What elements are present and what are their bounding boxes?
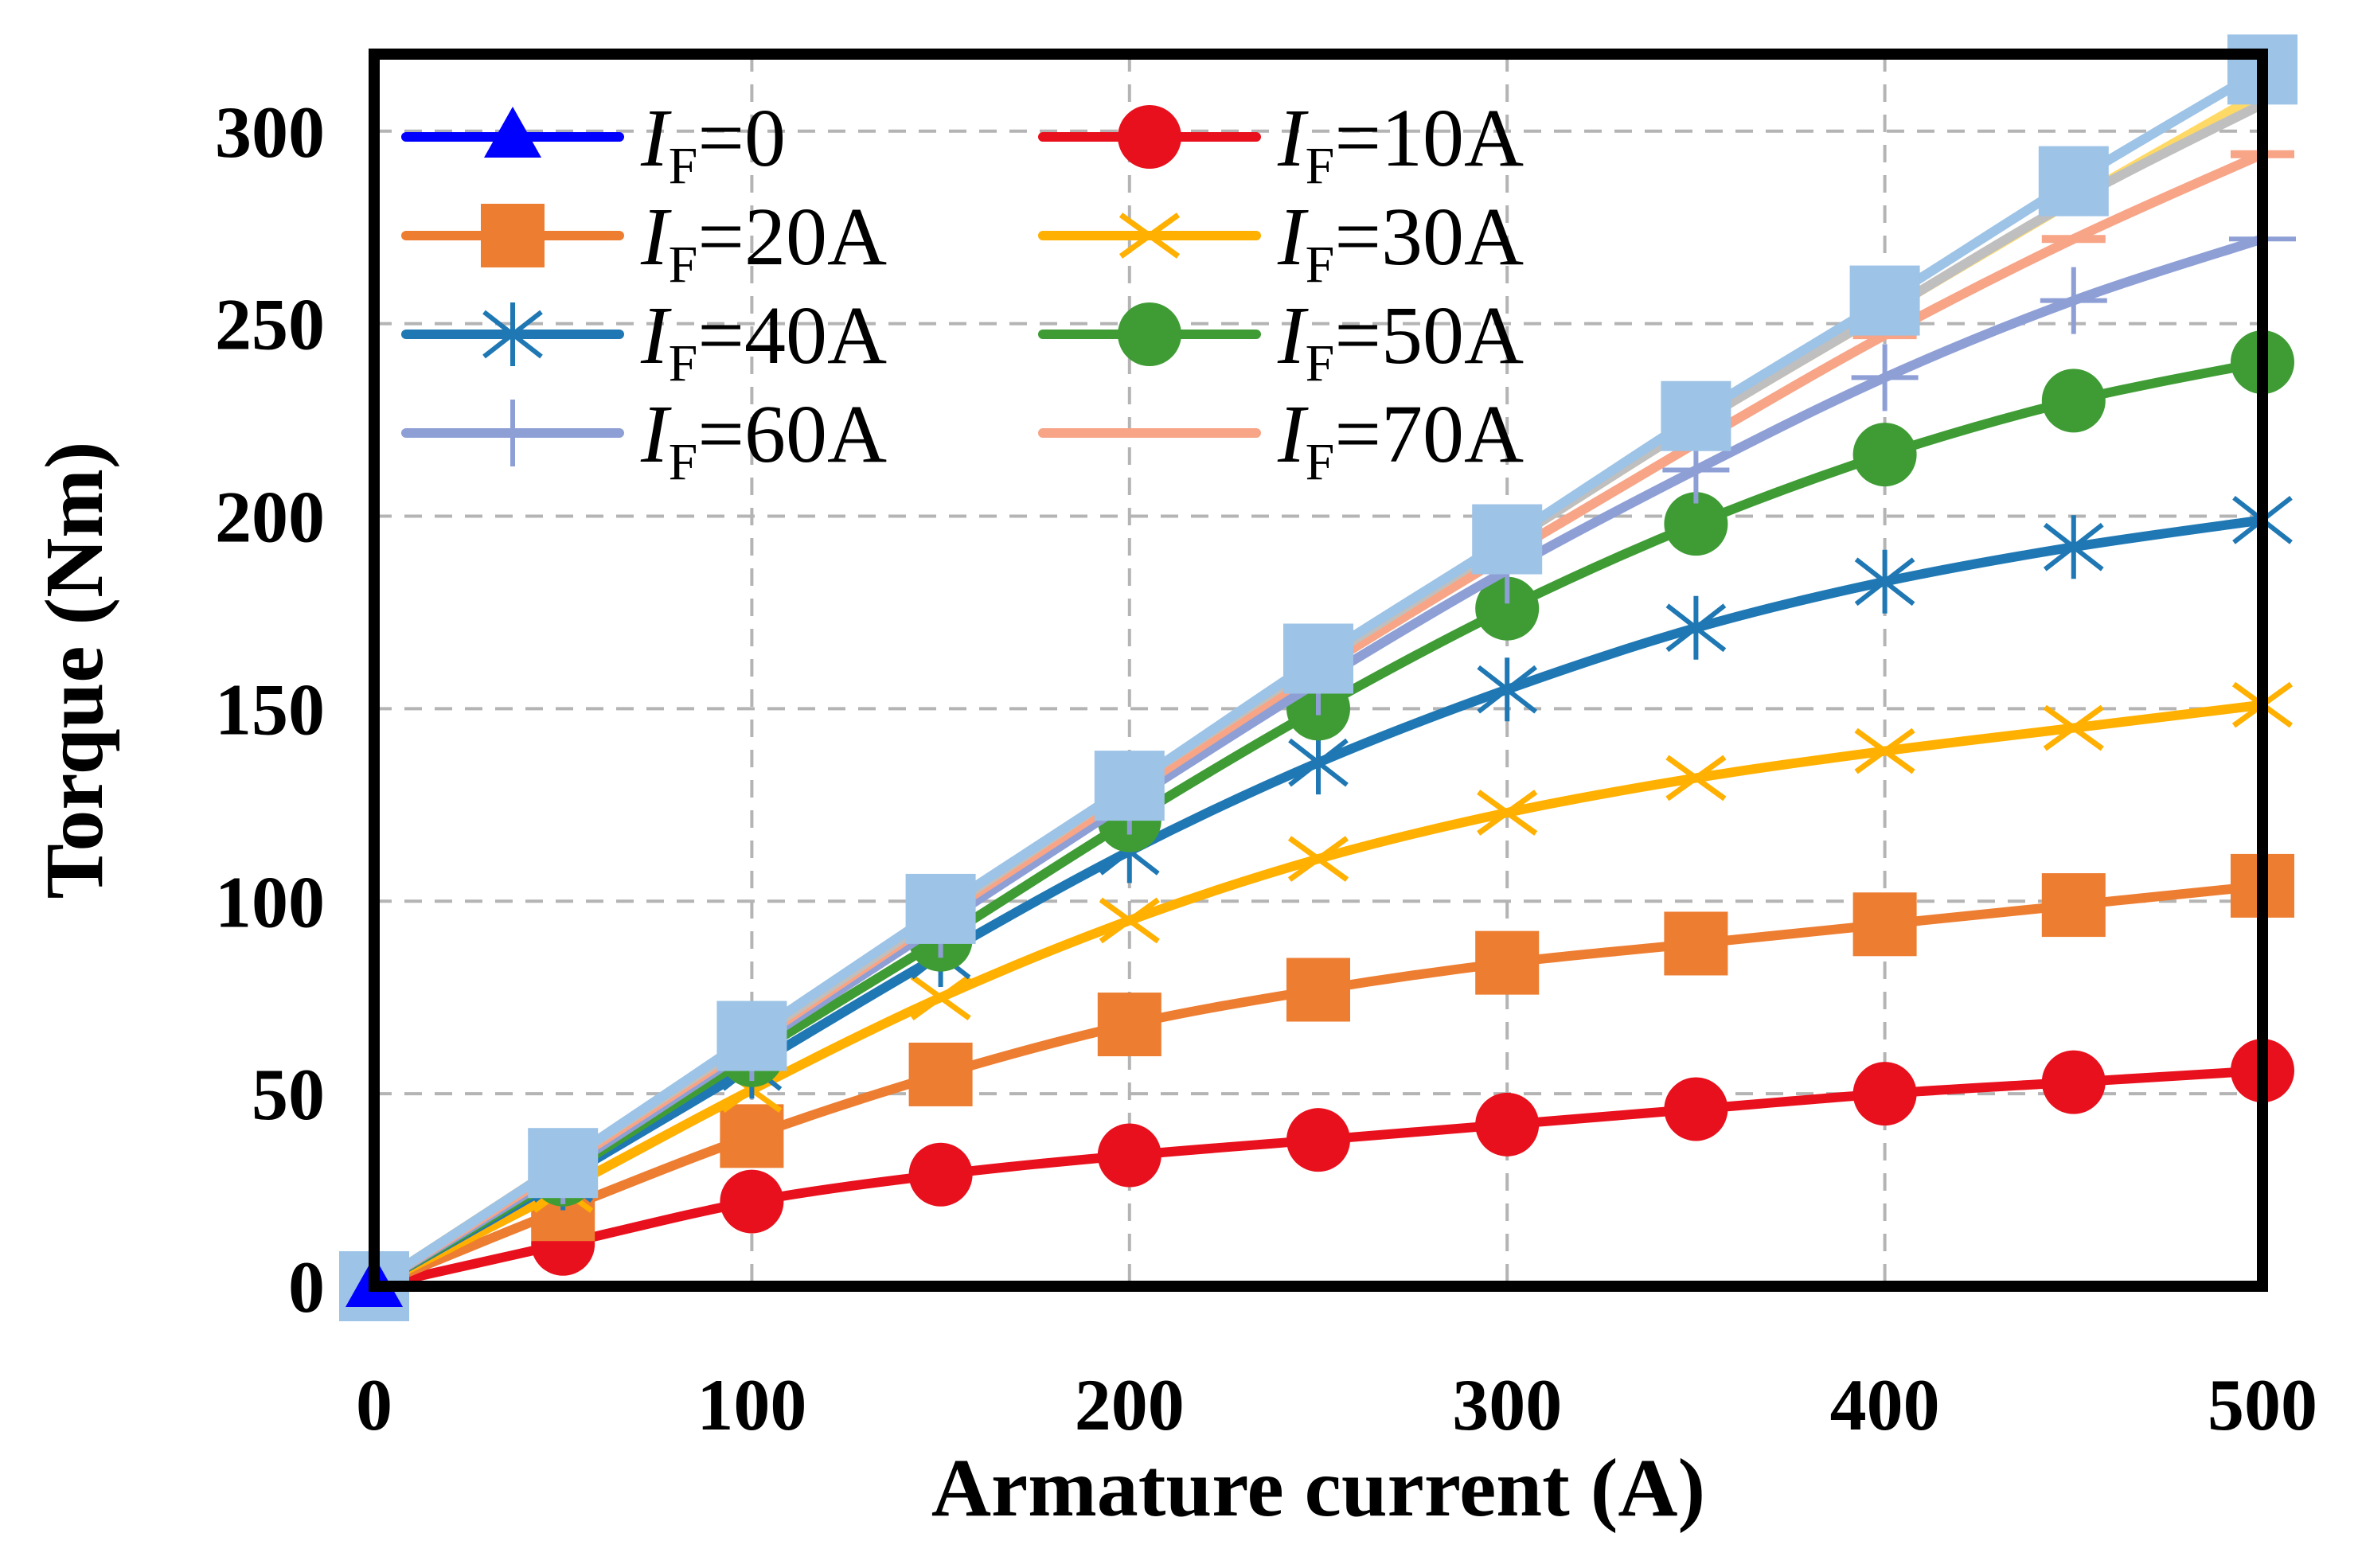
series-6-point-9 [2040, 267, 2107, 334]
legend-swatch-marker-0 [484, 107, 541, 158]
x-tick-label-100: 100 [697, 1364, 806, 1445]
y-tick-label-0: 0 [288, 1246, 325, 1328]
series-2 [342, 853, 2294, 1318]
series-5-point-7 [1664, 492, 1728, 556]
series-3-point-7 [1665, 755, 1727, 802]
series-10-point-1 [528, 1128, 599, 1199]
series-10-point-9 [2038, 146, 2109, 216]
legend: IF=0 IF=10A IF=20A IF=30A IF=40A IF=50A IF=60A… [401, 92, 1524, 491]
series-3-point-8 [1854, 727, 1915, 774]
series-line-3 [369, 700, 2267, 1291]
series-4-point-8 [1854, 549, 1915, 614]
series-4-point-9 [2043, 515, 2104, 579]
series-3-point-9 [2043, 704, 2104, 751]
series-1-point-9 [2041, 1050, 2106, 1114]
series-3 [343, 681, 2294, 1309]
series-line-4 [369, 515, 2267, 1291]
legend-swatch-marker-4 [482, 302, 543, 366]
legend-entry-2: IF=20A [401, 191, 887, 294]
legend-label-4: IF=40A [640, 290, 887, 392]
legend-swatch-marker-5 [1118, 302, 1181, 366]
series-10-point-6 [1472, 504, 1543, 575]
series-2-point-2 [720, 1104, 784, 1168]
series-2-point-4 [1097, 993, 1161, 1057]
series-5-point-8 [1852, 423, 1917, 487]
series-6-point-8 [1851, 344, 1919, 412]
series-1-point-4 [1097, 1123, 1161, 1188]
legend-entry-0: IF=0 [401, 92, 786, 195]
series-layer [339, 34, 2297, 1321]
legend-label-0: IF=0 [640, 92, 786, 195]
series-2-point-9 [2041, 873, 2106, 938]
y-tick-label-300: 300 [215, 92, 325, 173]
series-1 [342, 1039, 2294, 1318]
series-3-point-4 [1099, 897, 1160, 944]
series-3-point-6 [1477, 790, 1538, 836]
series-1-point-5 [1286, 1108, 1350, 1172]
legend-entry-6: IF=60A [401, 388, 887, 491]
legend-label-2: IF=20A [640, 191, 887, 294]
tick-labels: 0 100 200 300 400 500 0 50 100 150 200 250 300 [215, 92, 2317, 1445]
series-10-point-2 [716, 1000, 787, 1071]
x-tick-label-200: 200 [1075, 1364, 1185, 1445]
series-2-point-5 [1286, 958, 1350, 1022]
series-1-point-8 [1852, 1062, 1917, 1126]
series-10-point-4 [1094, 751, 1165, 821]
series-1-point-3 [908, 1142, 973, 1207]
legend-entry-4: IF=40A [401, 290, 887, 392]
series-1-point-7 [1664, 1077, 1728, 1141]
series-10 [339, 34, 2297, 1321]
series-1-point-2 [720, 1169, 784, 1234]
series-5-point-9 [2041, 369, 2106, 433]
series-10-point-7 [1661, 380, 1731, 451]
series-2-point-8 [1852, 892, 1917, 957]
legend-label-5: IF=50A [1277, 290, 1524, 392]
x-tick-label-0: 0 [356, 1364, 392, 1445]
series-4 [344, 488, 2293, 1318]
series-3-point-3 [910, 974, 971, 1021]
legend-swatch-marker-6 [479, 400, 546, 466]
y-axis-title: Torque (Nm) [29, 442, 120, 899]
series-10-point-8 [1849, 265, 1920, 336]
legend-label-1: IF=10A [1277, 92, 1524, 195]
y-tick-label-200: 200 [215, 477, 325, 558]
legend-entry-3: IF=30A [1038, 191, 1524, 294]
legend-swatch-marker-3 [1118, 213, 1181, 259]
series-1-point-6 [1475, 1092, 1540, 1156]
legend-label-6: IF=60A [640, 388, 887, 491]
legend-swatch-marker-1 [1118, 105, 1181, 169]
y-tick-label-50: 50 [252, 1054, 325, 1135]
series-2-point-3 [908, 1042, 973, 1106]
series-5-point-6 [1475, 576, 1540, 641]
y-tick-label-250: 250 [215, 284, 325, 365]
legend-entry-5: IF=50A [1038, 290, 1524, 392]
series-10-point-3 [905, 873, 976, 944]
legend-swatch-marker-2 [481, 204, 545, 267]
series-2-point-7 [1664, 911, 1728, 976]
series-4-point-5 [1288, 731, 1349, 795]
series-4-point-6 [1477, 657, 1538, 722]
y-tick-label-100: 100 [215, 861, 325, 942]
plot-frame [369, 49, 2268, 1292]
y-tick-label-150: 150 [215, 669, 325, 750]
x-tick-label-300: 300 [1452, 1364, 1562, 1445]
legend-label-3: IF=30A [1277, 191, 1524, 294]
legend-entry-1: IF=10A [1038, 92, 1524, 195]
x-tick-label-400: 400 [1830, 1364, 1940, 1445]
x-tick-label-500: 500 [2208, 1364, 2317, 1445]
series-10-point-5 [1283, 623, 1353, 694]
x-axis-title: Armature current (A) [931, 1442, 1705, 1534]
series-3-point-5 [1287, 836, 1349, 882]
series-2-point-6 [1475, 930, 1540, 995]
legend-label-7: IF=70A [1277, 388, 1524, 491]
legend-entry-7: IF=70A [1038, 388, 1524, 491]
series-4-point-7 [1665, 595, 1727, 660]
